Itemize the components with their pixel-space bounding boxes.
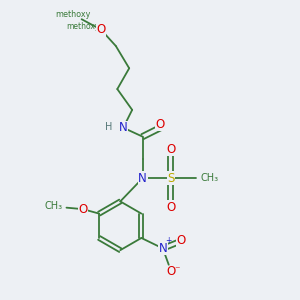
Text: S: S (167, 172, 175, 185)
Text: O: O (96, 23, 106, 36)
Text: CH₃: CH₃ (45, 201, 63, 211)
Text: ⁻: ⁻ (174, 265, 180, 275)
Text: O: O (78, 202, 87, 216)
Text: N: N (138, 172, 147, 185)
Text: O: O (177, 235, 186, 248)
Text: methoxy: methoxy (55, 10, 90, 19)
Text: +: + (165, 236, 171, 244)
Text: H: H (105, 122, 113, 132)
Text: O: O (167, 265, 176, 278)
Text: O: O (156, 118, 165, 130)
Text: O: O (166, 142, 176, 156)
Text: O: O (96, 23, 106, 36)
Text: methoxy: methoxy (66, 22, 99, 31)
Text: N: N (119, 121, 128, 134)
Text: O: O (166, 201, 176, 214)
Text: N: N (158, 242, 167, 255)
Text: CH₃: CH₃ (200, 173, 218, 183)
